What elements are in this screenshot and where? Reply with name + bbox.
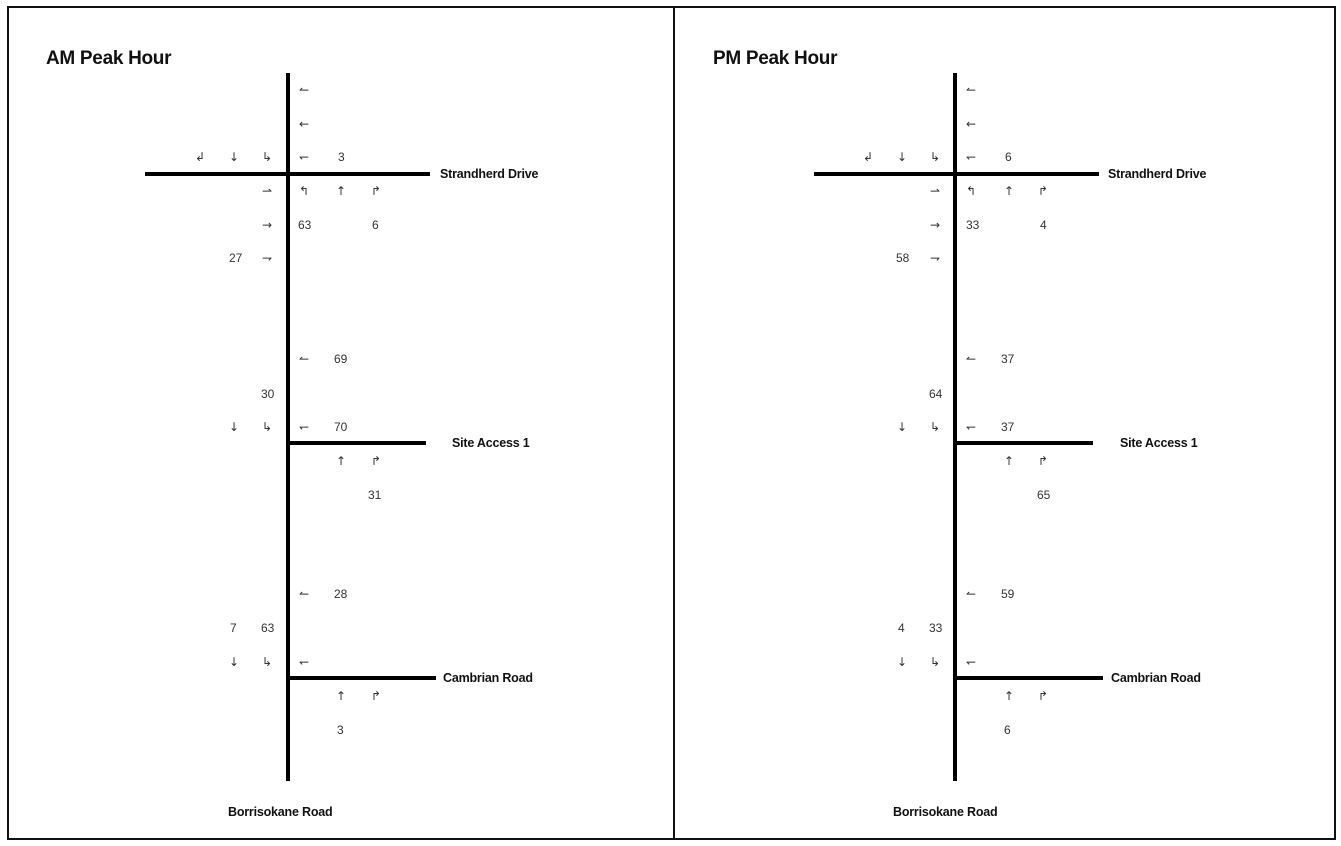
wb-right-arrow-icon: ↼	[965, 83, 977, 97]
borrisokane-road-line	[953, 73, 957, 781]
strandherd-nb-left-volume: 33	[966, 218, 980, 232]
cambrian-sb-right-volume: 63	[261, 621, 275, 635]
strandherd-nb-right-volume: 6	[372, 218, 379, 232]
wb-thru-arrow-icon: ←	[965, 117, 977, 131]
eb-thru-arrow-icon: →	[261, 218, 273, 232]
eb-right-arrow-icon: ⇁	[261, 251, 273, 265]
sb-thru-arrow-icon: ↓	[228, 420, 240, 434]
sb-right-arrow-icon: ↳	[929, 150, 941, 164]
sb-thru-arrow-icon: ↓	[896, 655, 908, 669]
nb-right-arrow-icon: ↱	[1037, 184, 1049, 198]
strandherd-drive-label: Strandherd Drive	[440, 167, 539, 181]
cambrian-nb-thru-volume: 6	[1004, 723, 1011, 737]
wb-left-arrow-icon: ↽	[965, 655, 977, 669]
cambrian-road-line	[286, 676, 436, 680]
wb-thru-arrow-icon: ←	[298, 117, 310, 131]
cambrian-sb-thru-volume: 4	[898, 621, 905, 635]
eb-thru-arrow-icon: →	[929, 218, 941, 232]
sb-right-arrow-icon: ↳	[261, 655, 273, 669]
cambrian-sb-thru-volume: 7	[230, 621, 237, 635]
sb-right-arrow-icon: ↳	[261, 150, 273, 164]
borrisokane-road-label: Borrisokane Road	[893, 805, 998, 819]
panel-title: PM Peak Hour	[713, 48, 838, 69]
nb-thru-arrow-icon: ↑	[1003, 184, 1015, 198]
site-access-line	[953, 441, 1093, 445]
strandherd-wb-left-volume: 3	[338, 150, 345, 164]
sb-left-arrow-icon: ↲	[194, 150, 206, 164]
cambrian-wb-right-volume: 28	[334, 587, 348, 601]
strandherd-drive-line	[814, 172, 1099, 176]
borrisokane-road-line	[286, 73, 290, 781]
wb-right-arrow-icon: ↼	[298, 587, 310, 601]
site-nb-right-volume: 31	[368, 488, 382, 502]
nb-right-arrow-icon: ↱	[370, 184, 382, 198]
nb-thru-arrow-icon: ↑	[335, 184, 347, 198]
site-sb-right-volume: 64	[929, 387, 943, 401]
nb-right-arrow-icon: ↱	[370, 454, 382, 468]
nb-left-arrow-icon: ↰	[298, 184, 310, 198]
strandherd-drive-line	[145, 172, 430, 176]
sb-thru-arrow-icon: ↓	[896, 150, 908, 164]
site-wb-left-volume: 37	[1001, 420, 1015, 434]
cambrian-road-label: Cambrian Road	[443, 671, 533, 685]
wb-left-arrow-icon: ↽	[298, 420, 310, 434]
nb-right-arrow-icon: ↱	[1037, 689, 1049, 703]
cambrian-road-label: Cambrian Road	[1111, 671, 1201, 685]
eb-left-arrow-icon: ⇀	[261, 184, 273, 198]
borrisokane-road-label: Borrisokane Road	[228, 805, 333, 819]
strandherd-wb-left-volume: 6	[1005, 150, 1012, 164]
pm-peak-panel: PM Peak Hour Strandherd Drive Site Acces…	[667, 0, 1337, 846]
cambrian-road-line	[953, 676, 1103, 680]
nb-left-arrow-icon: ↰	[965, 184, 977, 198]
nb-thru-arrow-icon: ↑	[1003, 454, 1015, 468]
cambrian-wb-right-volume: 59	[1001, 587, 1015, 601]
panel-divider	[673, 6, 675, 840]
sb-right-arrow-icon: ↳	[929, 420, 941, 434]
wb-right-arrow-icon: ↼	[965, 352, 977, 366]
am-peak-panel: AM Peak Hour Strandherd Drive Site Acces…	[0, 0, 670, 846]
sb-right-arrow-icon: ↳	[261, 420, 273, 434]
strandherd-nb-left-volume: 63	[298, 218, 312, 232]
site-access-label: Site Access 1	[1120, 436, 1198, 450]
nb-right-arrow-icon: ↱	[370, 689, 382, 703]
cambrian-sb-right-volume: 33	[929, 621, 943, 635]
nb-thru-arrow-icon: ↑	[335, 689, 347, 703]
cambrian-nb-thru-volume: 3	[337, 723, 344, 737]
strandherd-eb-right-volume: 58	[896, 251, 910, 265]
site-wb-right-volume: 37	[1001, 352, 1015, 366]
nb-thru-arrow-icon: ↑	[335, 454, 347, 468]
nb-thru-arrow-icon: ↑	[1003, 689, 1015, 703]
sb-left-arrow-icon: ↲	[862, 150, 874, 164]
site-access-line	[286, 441, 426, 445]
wb-left-arrow-icon: ↽	[298, 150, 310, 164]
figure-frame	[7, 6, 1336, 840]
wb-right-arrow-icon: ↼	[298, 352, 310, 366]
wb-left-arrow-icon: ↽	[965, 150, 977, 164]
site-access-label: Site Access 1	[452, 436, 530, 450]
wb-left-arrow-icon: ↽	[298, 655, 310, 669]
sb-right-arrow-icon: ↳	[929, 655, 941, 669]
strandherd-nb-right-volume: 4	[1040, 218, 1047, 232]
site-nb-right-volume: 65	[1037, 488, 1051, 502]
panel-title: AM Peak Hour	[46, 48, 172, 69]
sb-thru-arrow-icon: ↓	[228, 655, 240, 669]
wb-right-arrow-icon: ↼	[298, 83, 310, 97]
site-wb-right-volume: 69	[334, 352, 348, 366]
sb-thru-arrow-icon: ↓	[896, 420, 908, 434]
wb-left-arrow-icon: ↽	[965, 420, 977, 434]
strandherd-eb-right-volume: 27	[229, 251, 243, 265]
sb-thru-arrow-icon: ↓	[228, 150, 240, 164]
eb-left-arrow-icon: ⇀	[929, 184, 941, 198]
eb-right-arrow-icon: ⇁	[929, 251, 941, 265]
nb-right-arrow-icon: ↱	[1037, 454, 1049, 468]
site-sb-right-volume: 30	[261, 387, 275, 401]
site-wb-left-volume: 70	[334, 420, 348, 434]
strandherd-drive-label: Strandherd Drive	[1108, 167, 1207, 181]
wb-right-arrow-icon: ↼	[965, 587, 977, 601]
